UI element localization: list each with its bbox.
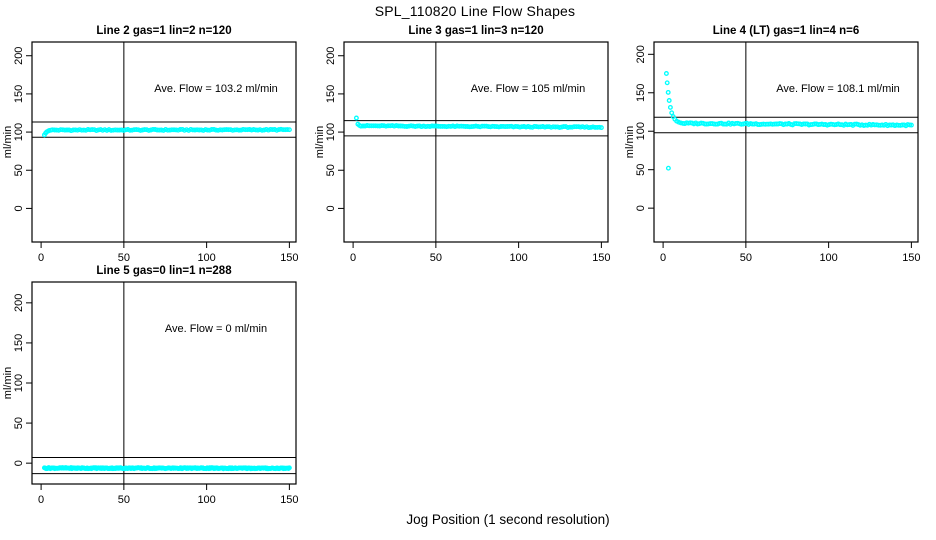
panel-title: Line 2 gas=1 lin=2 n=120 xyxy=(96,25,231,37)
y-tick-label: 50 xyxy=(325,164,337,176)
y-tick-label: 150 xyxy=(13,85,25,103)
y-axis-label: ml/min xyxy=(2,367,14,399)
y-axis-label: ml/min xyxy=(624,126,636,158)
y-tick-label: 0 xyxy=(635,205,647,211)
y-tick-label: 100 xyxy=(325,123,337,141)
x-tick-label: 0 xyxy=(38,252,44,264)
y-tick-label: 150 xyxy=(635,84,647,102)
y-tick-label: 150 xyxy=(13,334,25,352)
y-tick-label: 50 xyxy=(13,164,25,176)
x-tick-label: 150 xyxy=(280,252,298,264)
data-points xyxy=(41,465,292,472)
plot-box xyxy=(653,41,919,243)
x-tick-label: 100 xyxy=(197,252,215,264)
panel-line-2: Line 2 gas=1 lin=2 n=120 0 50 100 150 0 50 100 1… xyxy=(0,20,316,270)
x-tick-label: 0 xyxy=(660,252,666,264)
plot-box xyxy=(343,41,609,243)
x-tick-label: 150 xyxy=(592,252,610,264)
y-tick-label: 0 xyxy=(13,205,25,211)
x-axis-label: Jog Position (1 second resolution) xyxy=(406,512,610,527)
y-axis-label: ml/min xyxy=(314,126,326,158)
y-axis-label: ml/min xyxy=(2,126,14,158)
x-tick-label: 50 xyxy=(118,494,130,506)
x-tick-label: 100 xyxy=(819,252,837,264)
x-tick-label: 0 xyxy=(350,252,356,264)
ave-flow-annotation: Ave. Flow = 0 ml/min xyxy=(165,323,267,335)
panel-title: Line 4 (LT) gas=1 lin=4 n=6 xyxy=(713,25,859,37)
y-tick-label: 0 xyxy=(325,205,337,211)
x-tick-label: 50 xyxy=(740,252,752,264)
ave-flow-annotation: Ave. Flow = 105 ml/min xyxy=(471,83,585,95)
ave-flow-annotation: Ave. Flow = 108.1 ml/min xyxy=(776,83,900,95)
ave-flow-annotation: Ave. Flow = 103.2 ml/min xyxy=(154,83,278,95)
panel-line-5: Line 5 gas=0 lin=1 n=288 0 50 100 150 0 50 100 1… xyxy=(0,260,316,510)
panel-title: Line 3 gas=1 lin=3 n=120 xyxy=(408,25,543,37)
data-points xyxy=(41,126,292,138)
y-tick-label: 200 xyxy=(13,47,25,65)
panel-line-3: Line 3 gas=1 lin=3 n=120 0 50 100 150 0 50 100 1… xyxy=(312,20,628,270)
x-tick-label: 100 xyxy=(197,494,215,506)
plot-box xyxy=(31,281,297,485)
y-tick-label: 100 xyxy=(635,122,647,140)
y-tick-label: 100 xyxy=(13,123,25,141)
data-points xyxy=(663,71,914,171)
panel-line-4: Line 4 (LT) gas=1 lin=4 n=6 0 50 100 150 0 50 1… xyxy=(622,20,936,270)
panel-plot-svg: Line 5 gas=0 lin=1 n=288 0 50 100 150 0 50 100 1… xyxy=(2,265,299,506)
panel-plot-svg: Line 2 gas=1 lin=2 n=120 0 50 100 150 0 50 100 1… xyxy=(2,25,299,264)
panel-plot-svg: Line 3 gas=1 lin=3 n=120 0 50 100 150 0 50 100 1… xyxy=(314,25,611,264)
y-tick-label: 50 xyxy=(635,164,647,176)
panel-plot-svg: Line 4 (LT) gas=1 lin=4 n=6 0 50 100 150 0 50 1… xyxy=(624,25,921,264)
x-tick-label: 50 xyxy=(430,252,442,264)
figure-title: SPL_110820 Line Flow Shapes xyxy=(374,3,576,19)
x-tick-label: 150 xyxy=(902,252,920,264)
y-tick-label: 50 xyxy=(13,417,25,429)
y-tick-label: 200 xyxy=(635,45,647,63)
panel-title: Line 5 gas=0 lin=1 n=288 xyxy=(96,265,232,277)
x-tick-label: 50 xyxy=(118,252,130,264)
x-tick-label: 100 xyxy=(509,252,527,264)
x-tick-label: 150 xyxy=(280,494,298,506)
data-points xyxy=(353,115,604,131)
x-tick-label: 0 xyxy=(38,494,44,506)
y-tick-label: 200 xyxy=(325,47,337,65)
y-tick-label: 150 xyxy=(325,85,337,103)
plot-box xyxy=(31,41,297,243)
y-tick-label: 0 xyxy=(13,460,25,466)
y-tick-label: 200 xyxy=(13,294,25,312)
y-tick-label: 100 xyxy=(13,374,25,392)
